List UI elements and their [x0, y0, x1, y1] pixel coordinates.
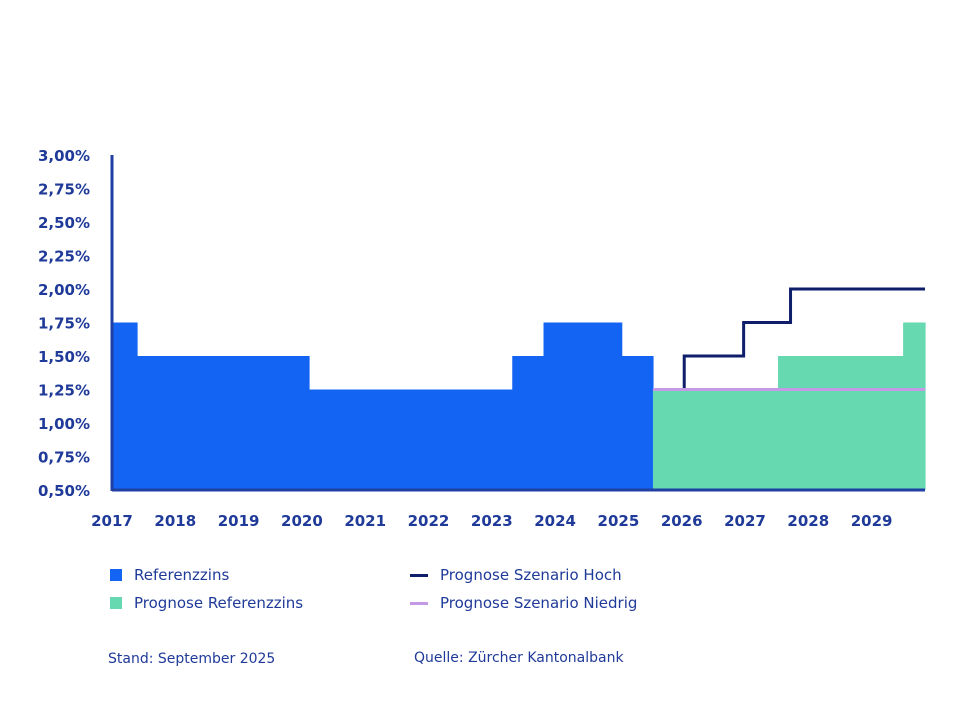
y-tick-label: 0,50% — [38, 482, 90, 500]
step-referenzzins-2 — [137, 356, 310, 490]
y-tick-label: 1,25% — [38, 382, 90, 400]
step-referenzzins-4 — [512, 356, 545, 490]
y-tick-label: 3,00% — [38, 147, 90, 165]
x-tick-label: 2023 — [471, 512, 513, 530]
series-areas — [112, 322, 926, 490]
legend-swatch-szenario-niedrig — [410, 601, 428, 605]
legend-label-referenzzins: Referenzzins — [134, 566, 230, 584]
y-tick-label: 2,50% — [38, 214, 90, 232]
x-tick-label: 2020 — [281, 512, 323, 530]
y-axis-ticks: 0,50% 0,75% 1,00% 1,25% 1,50% 1,75% 2,00% 2,25%… — [38, 147, 90, 500]
x-tick-label: 2017 — [91, 512, 133, 530]
step-referenzzins-6 — [621, 356, 654, 490]
x-tick-label: 2022 — [408, 512, 450, 530]
step-prognose-referenzzins-2 — [778, 356, 904, 490]
axes — [110, 155, 925, 492]
step-prognose-referenzzins-3 — [903, 322, 926, 490]
legend-swatch-szenario-hoch — [410, 573, 428, 577]
legend-item-szenario-niedrig: Prognose Szenario Niedrig — [410, 594, 637, 612]
step-referenzzins-3 — [308, 389, 513, 490]
x-tick-label: 2026 — [661, 512, 703, 530]
x-tick-label: 2025 — [598, 512, 640, 530]
step-referenzzins-5 — [543, 322, 623, 490]
legend-label-szenario-hoch: Prognose Szenario Hoch — [440, 566, 622, 584]
y-tick-label: 0,75% — [38, 449, 90, 467]
x-tick-label: 2024 — [534, 512, 576, 530]
x-tick-label: 2019 — [218, 512, 260, 530]
footer-quelle: Quelle: Zürcher Kantonalbank — [414, 650, 624, 666]
x-tick-label: 2021 — [344, 512, 386, 530]
x-tick-label: 2027 — [724, 512, 766, 530]
step-prognose-referenzzins-1 — [652, 389, 779, 490]
y-tick-label: 2,00% — [38, 281, 90, 299]
x-tick-label: 2029 — [851, 512, 893, 530]
legend-item-szenario-hoch: Prognose Szenario Hoch — [410, 566, 622, 584]
legend-label-szenario-niedrig: Prognose Szenario Niedrig — [440, 594, 638, 612]
legend-swatch-referenzzins — [110, 569, 122, 581]
y-tick-label: 1,75% — [38, 315, 90, 333]
line-prognose-szenario-hoch — [682, 287, 925, 390]
step-referenzzins-1 — [112, 322, 138, 490]
y-tick-label: 1,00% — [38, 415, 90, 433]
footer-stand: Stand: September 2025 — [108, 651, 276, 667]
y-tick-label: 2,75% — [38, 181, 90, 199]
legend-label-prognose-referenzzins: Prognose Referenzzins — [134, 594, 304, 612]
y-tick-label: 2,25% — [38, 248, 90, 266]
x-tick-label: 2028 — [787, 512, 829, 530]
series-lines — [652, 287, 925, 391]
legend-item-referenzzins: Referenzzins — [110, 566, 229, 584]
x-tick-label: 2018 — [154, 512, 196, 530]
legend-item-prognose-referenzzins: Prognose Referenzzins — [110, 594, 303, 612]
x-axis-ticks: 2017 2018 2019 2020 2021 2022 2023 2024 2025 2026… — [91, 512, 892, 530]
y-tick-label: 1,50% — [38, 348, 90, 366]
legend-swatch-prognose-referenzzins — [110, 597, 122, 609]
